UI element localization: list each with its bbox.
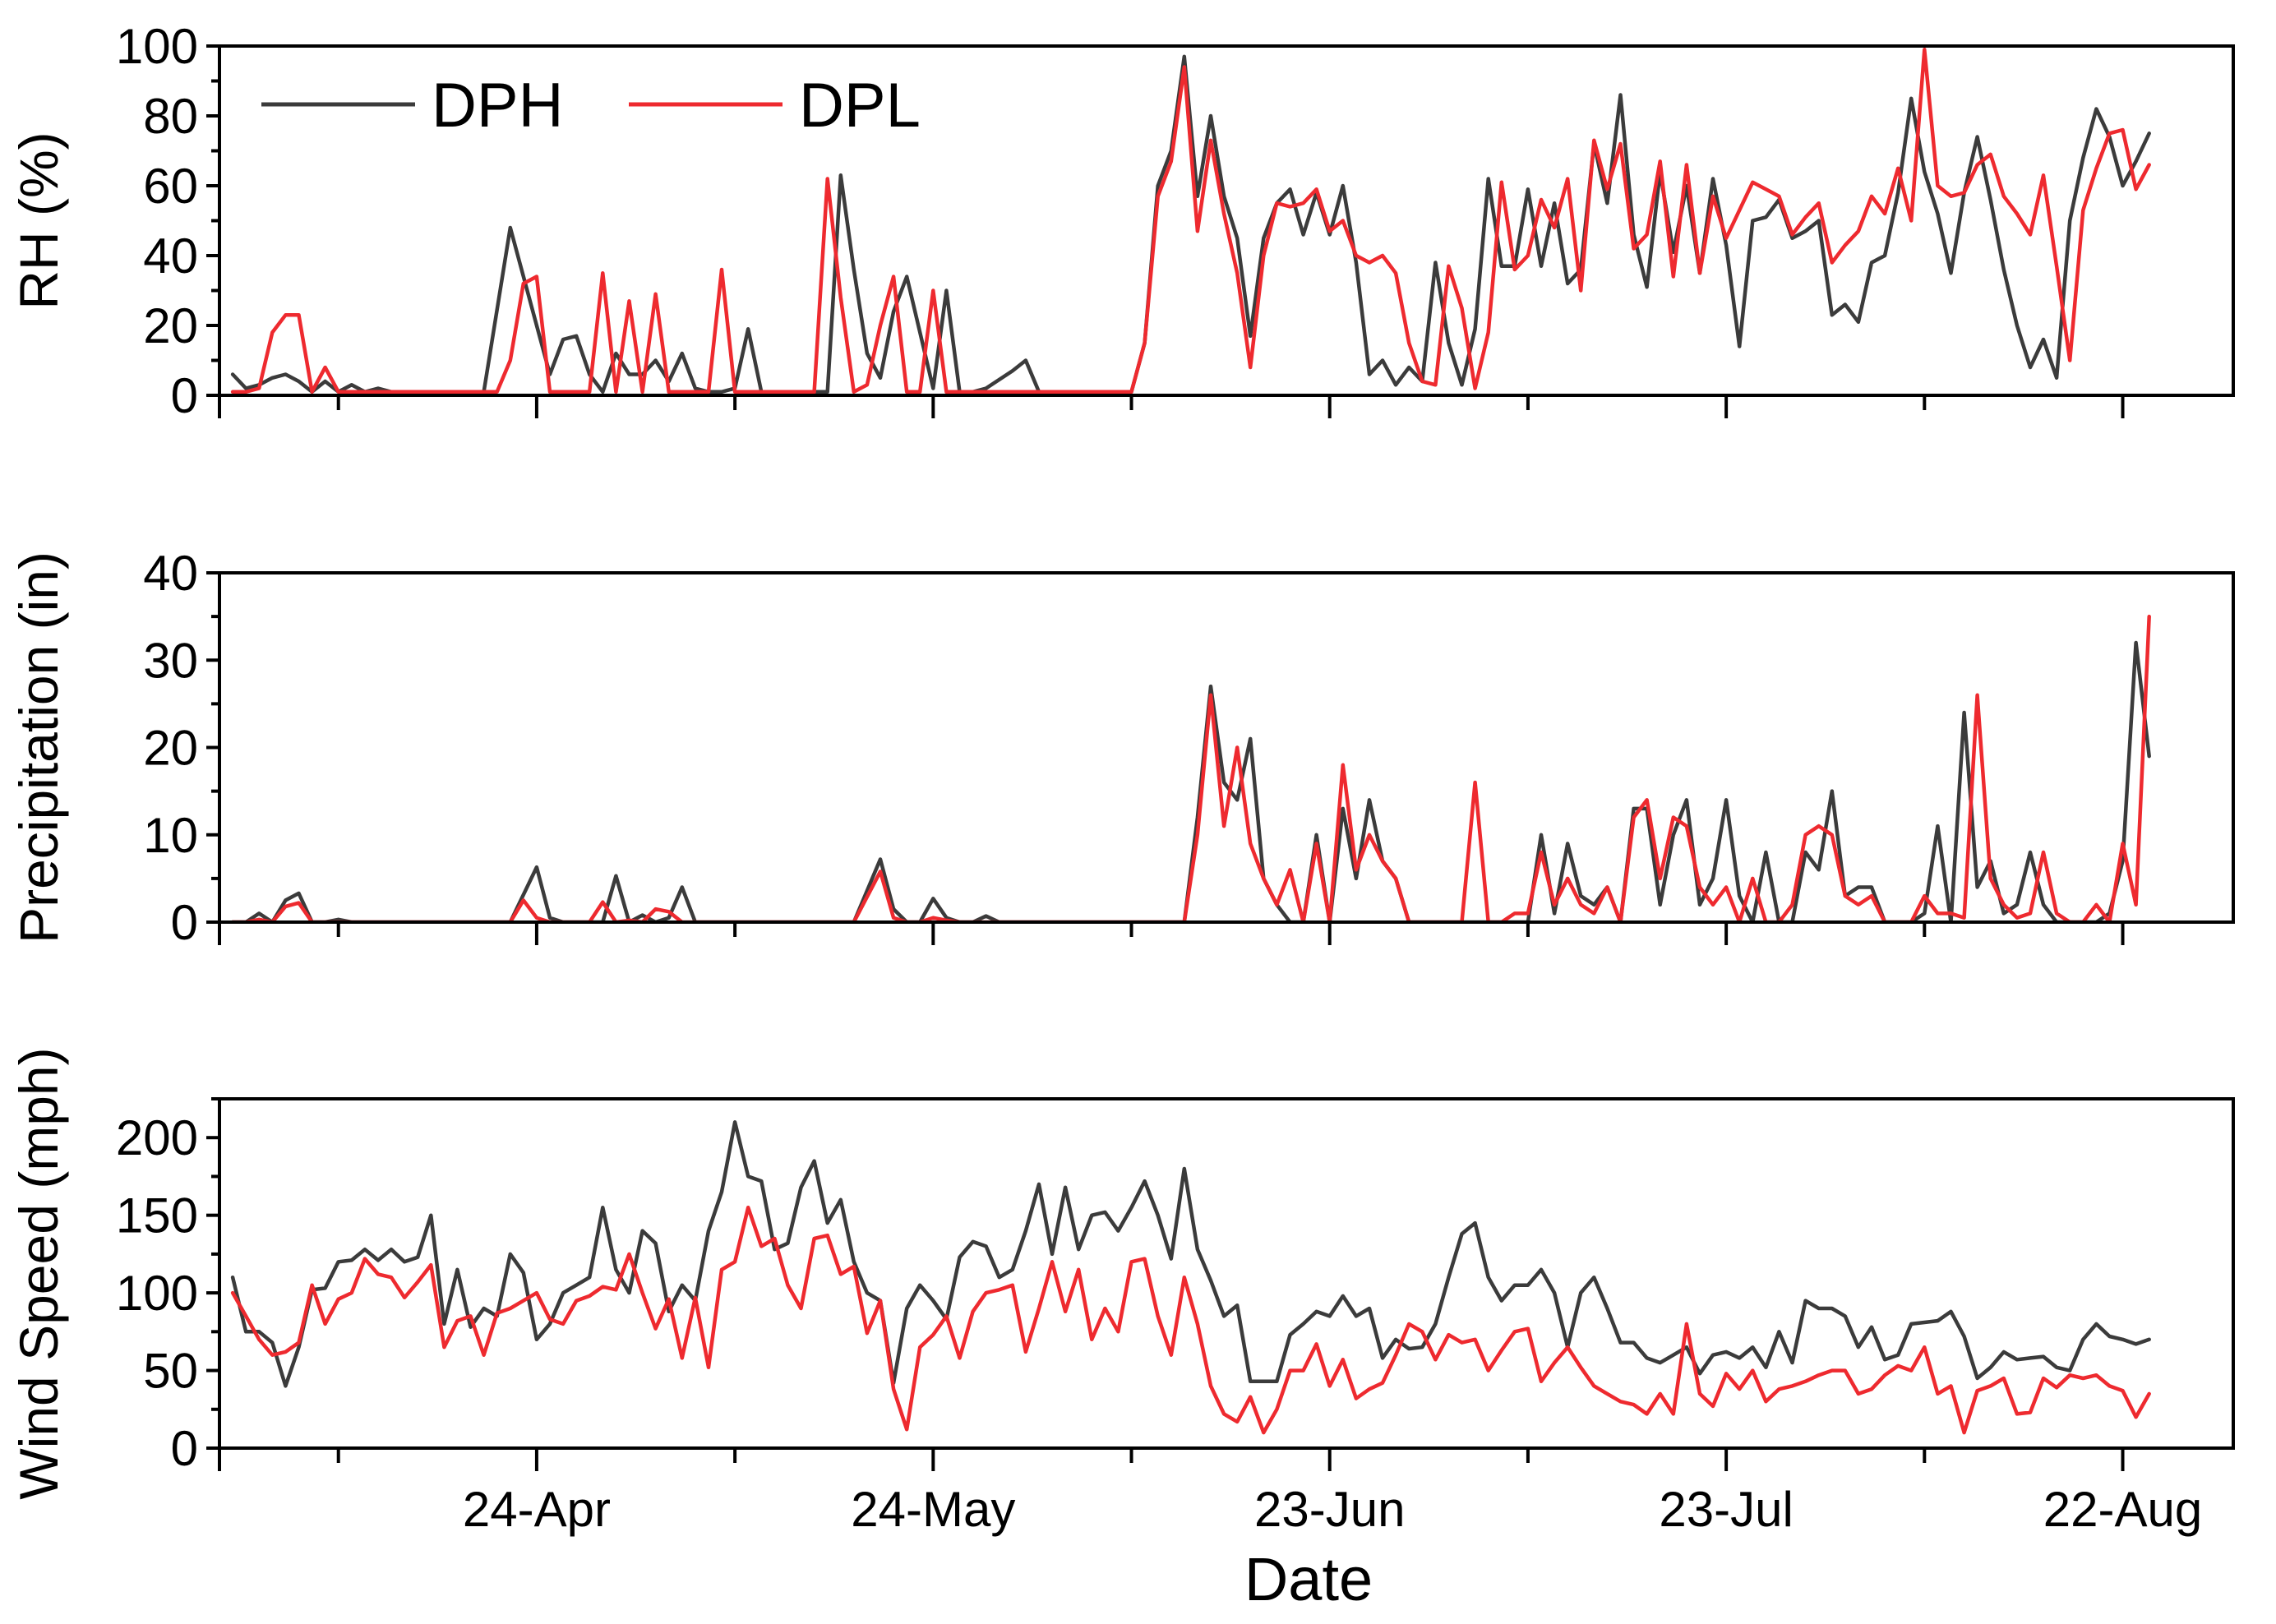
legend-label-dpl: DPL	[799, 71, 921, 141]
rh-ytick-label: 40	[143, 228, 198, 284]
wind-ytick-label: 200	[116, 1110, 198, 1165]
legend: DPH DPL	[261, 71, 921, 141]
rh-ytick-label: 60	[143, 159, 198, 214]
panel-wind-speed: 0 50 100 150 200 Wind Speed (mph)	[8, 1047, 2235, 1500]
panel-rh: 0 20 40 60 80 100 RH (%)	[8, 19, 2235, 423]
precip-ylabel: Precipitation (in)	[8, 551, 69, 943]
wind-plot-frame	[218, 1097, 2235, 1450]
rh-ytick-label: 80	[143, 89, 198, 144]
x-tick-label: 24-May	[851, 1482, 1015, 1537]
precip-ytick-label: 20	[143, 721, 198, 776]
rh-ytick-label: 100	[116, 19, 198, 74]
precip-ytick-label: 0	[171, 895, 198, 950]
precip-ytick-label: 40	[143, 546, 198, 601]
precip-line-dpl	[230, 614, 2151, 922]
wind-ytick-label: 0	[171, 1421, 198, 1476]
x-tick-label: 24-Apr	[463, 1482, 611, 1537]
rh-line-dpl	[230, 48, 2151, 394]
rh-ytick-label: 0	[171, 368, 198, 423]
wind-ylabel: Wind Speed (mph)	[8, 1047, 69, 1499]
precip-series	[230, 614, 2151, 922]
x-axis-title: Date	[1244, 1545, 1373, 1613]
wind-ytick-label: 100	[116, 1266, 198, 1321]
wind-line-dph	[230, 1120, 2151, 1388]
wind-series	[230, 1120, 2151, 1435]
wind-ytick-label: 50	[143, 1344, 198, 1399]
panel-precipitation: 0 10 20 30 40 Precipitation (in)	[8, 546, 2235, 950]
wind-ytick-label: 150	[116, 1188, 198, 1243]
precip-ytick-label: 30	[143, 633, 198, 688]
legend-label-dph: DPH	[432, 71, 563, 141]
x-axis: 24-Apr 24-May 23-Jun 23-Jul 22-Aug Date	[463, 1482, 2202, 1613]
x-tick-label: 23-Jun	[1254, 1482, 1405, 1537]
x-tick-label: 23-Jul	[1659, 1482, 1793, 1537]
rh-ylabel: RH (%)	[8, 131, 69, 309]
x-tick-label: 22-Aug	[2043, 1482, 2202, 1537]
wind-line-dpl	[230, 1205, 2151, 1435]
precip-ytick-label: 10	[143, 808, 198, 863]
rh-series	[230, 48, 2151, 394]
rh-ytick-label: 20	[143, 298, 198, 353]
